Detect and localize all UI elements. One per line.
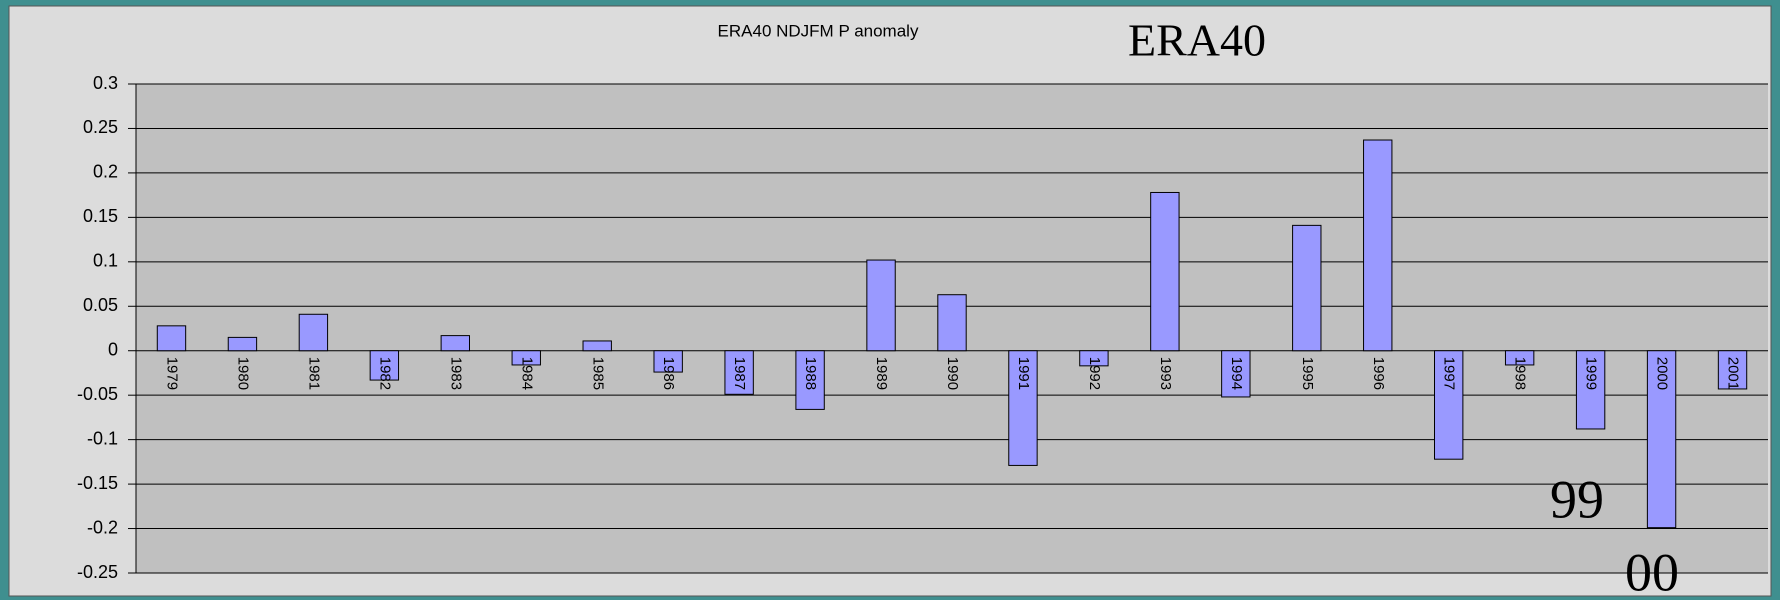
x-tick-label: 2000 [1654,357,1671,390]
x-tick-label: 1997 [1441,357,1458,390]
x-tick-label: 1982 [376,357,393,390]
bar [1434,350,1464,460]
x-tick-label: 1986 [660,357,677,390]
bar [1221,350,1251,398]
y-tick-label: 0.1 [93,251,118,271]
bar [795,350,825,410]
bar [369,350,400,381]
bar [937,294,967,352]
x-tick-label: 1999 [1583,357,1600,390]
bar [298,313,329,352]
x-tick-label: 1980 [234,357,251,390]
x-tick-label: 1983 [447,357,464,390]
x-tick-label: 1979 [164,357,181,390]
x-tick-label: 1995 [1299,357,1316,390]
bar [653,350,683,373]
y-tick-label: 0.2 [93,162,118,182]
bar [1646,350,1677,529]
y-tick-label: 0.15 [83,206,118,226]
bar [1008,350,1038,466]
annotation: 99 [1550,469,1604,529]
x-tick-label: 1992 [1086,357,1103,390]
y-tick-label: -0.05 [77,384,118,404]
y-tick-label: -0.2 [87,517,118,537]
bar [866,259,896,352]
y-tick-label: -0.15 [77,473,118,493]
y-tick-label: -0.1 [87,428,118,448]
x-tick-label: 1998 [1512,357,1529,390]
y-tick-label: -0.25 [77,562,118,582]
x-tick-label: 1987 [731,357,748,390]
annotation: 00 [1625,542,1679,600]
x-tick-label: 1988 [802,357,819,390]
bar [440,335,470,352]
bar [1150,191,1180,352]
bar [1363,139,1393,352]
x-tick-label: 2001 [1725,357,1742,390]
y-tick-label: 0.25 [83,117,118,137]
bar [1717,350,1748,390]
bar [1292,224,1322,352]
y-tick-label: 0.05 [83,295,118,315]
annotation: ERA40 [1128,15,1266,66]
x-tick-label: 1981 [305,357,322,390]
bar [156,325,187,352]
y-tick-label: 0.3 [93,73,118,93]
x-tick-label: 1993 [1157,357,1174,390]
x-tick-label: 1991 [1015,357,1032,390]
bar [1079,350,1109,367]
x-tick-label: 1985 [589,357,606,390]
bar [582,340,612,352]
y-tick-label: 0 [108,339,118,359]
x-tick-label: 1984 [518,357,535,390]
x-tick-label: 1994 [1228,357,1245,390]
x-tick-label: 1996 [1370,357,1387,390]
x-tick-label: 1990 [944,357,961,390]
bar [1575,350,1606,430]
bar [511,350,541,366]
bar [1504,350,1535,366]
bar [227,336,258,352]
bar [724,350,754,395]
x-tick-label: 1989 [873,357,890,390]
chart-title: ERA40 NDJFM P anomaly [718,21,919,40]
